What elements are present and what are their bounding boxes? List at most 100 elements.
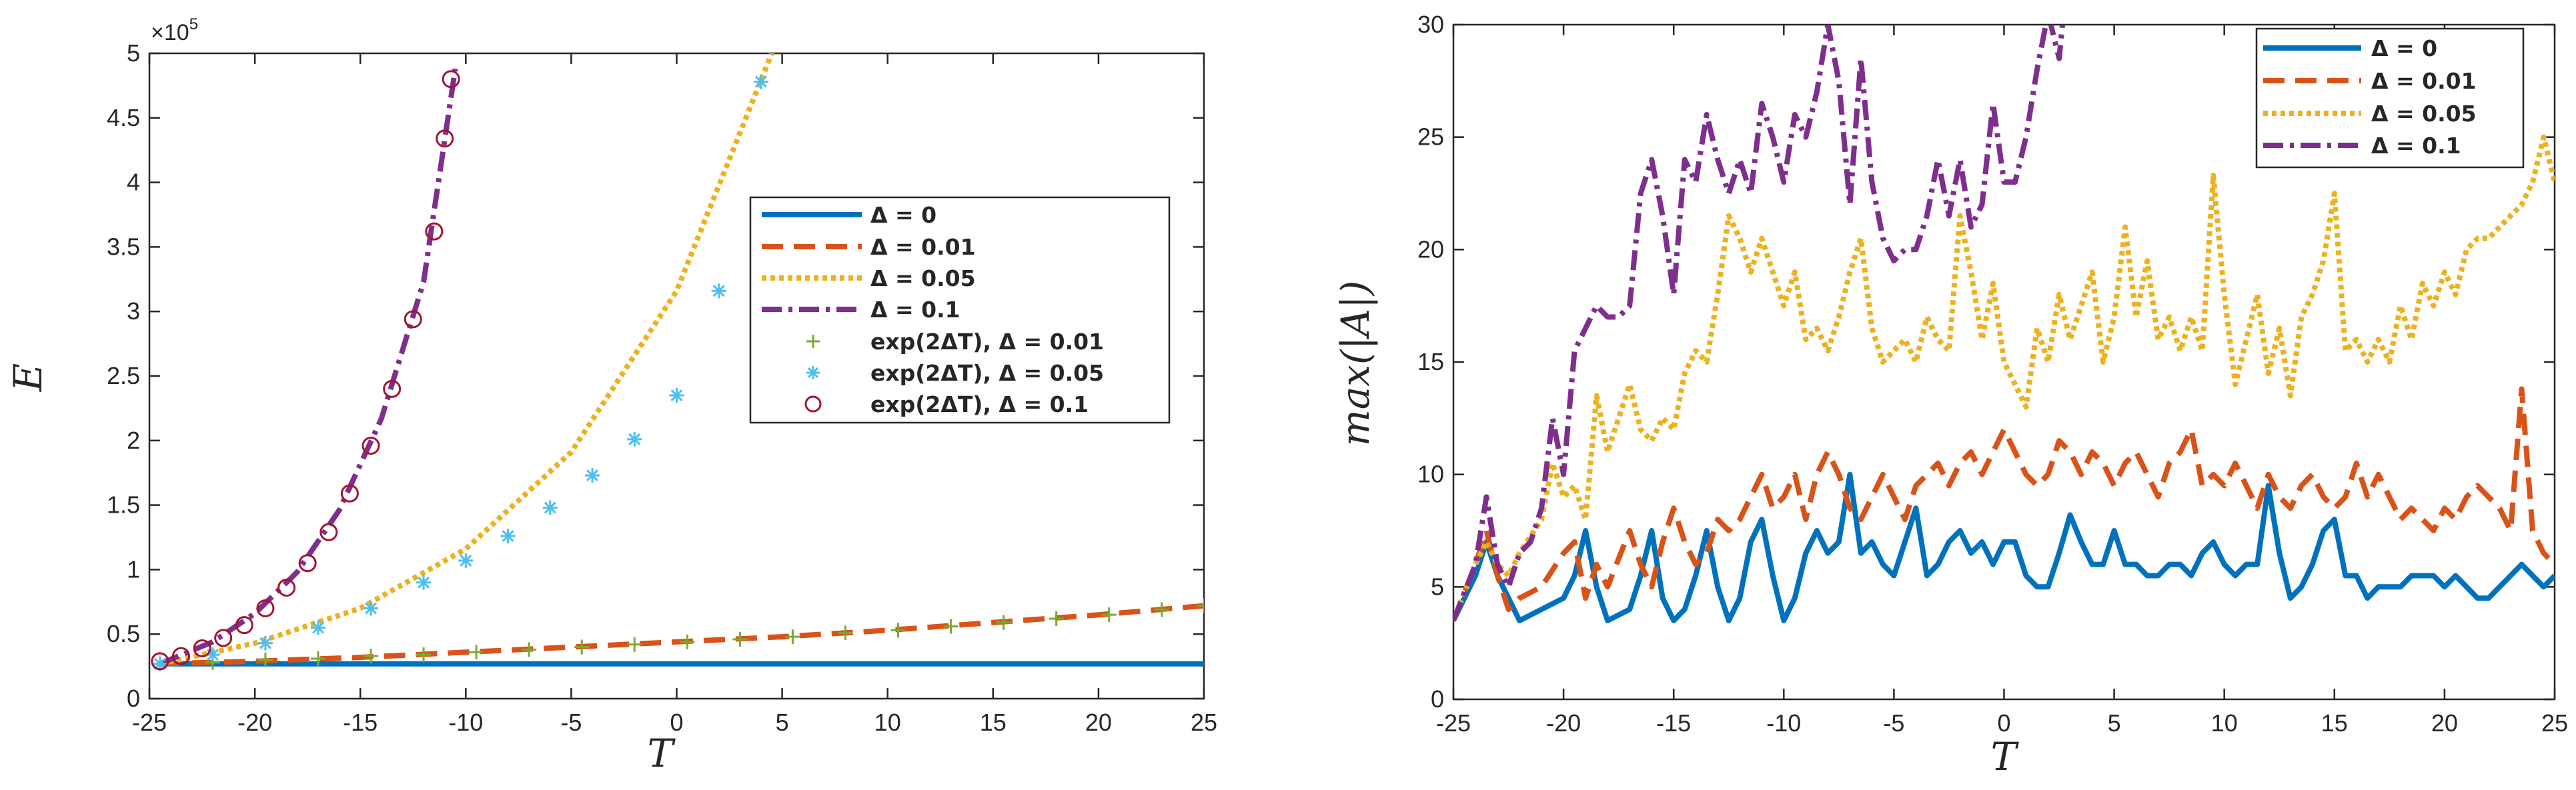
data-point — [753, 74, 768, 89]
data-point — [732, 631, 748, 647]
r-x-tick-label: 10 — [2211, 709, 2238, 737]
data-point — [277, 579, 296, 597]
data-point — [256, 599, 275, 617]
data-point — [416, 575, 432, 590]
l-y-tick-label: 2.5 — [107, 362, 140, 389]
data-point — [627, 637, 642, 652]
r-y-tick-label: 5 — [1431, 573, 1444, 600]
legend-label-delta-0-1: Δ = 0.1 — [870, 297, 960, 323]
r-y-tick-label: 20 — [1417, 235, 1444, 263]
data-point — [585, 468, 600, 483]
series-line-0 — [1453, 471, 2555, 623]
series-line-0-05 — [1453, 134, 2555, 622]
l-y-tick-label: 1 — [127, 555, 140, 583]
data-point — [680, 634, 695, 649]
left-y-ticks: 0 0.5 1 1.5 2 2.5 3 3.5 4 4.5 5 — [107, 39, 1204, 712]
l-y-tick-label: 0.5 — [107, 620, 140, 647]
left-chart: -25 -20 -15 -10 -5 0 5 10 15 20 25 0 0.5 1 1.5 2 2.5 3 3.… — [5, 15, 1217, 776]
right-legend-label-delta-0-01: Δ = 0.01 — [2371, 68, 2477, 94]
left-legend-box — [749, 196, 1171, 424]
legend-marker-circle — [804, 395, 822, 413]
l-y-tick-label: 1.5 — [107, 491, 140, 519]
data-point — [442, 70, 460, 89]
legend-marker-asterisk — [806, 366, 820, 379]
right-legend-label-delta-0-1: Δ = 0.1 — [2371, 133, 2461, 159]
l-y-tick-label: 3 — [127, 297, 140, 325]
right-legend: Δ = 0 Δ = 0.01 Δ = 0.05 Δ = 0.1 — [2255, 27, 2525, 169]
data-point — [542, 500, 558, 515]
data-point — [1101, 607, 1117, 623]
r-x-tick-label: -15 — [1656, 709, 1691, 737]
data-point — [383, 379, 402, 398]
data-point — [500, 529, 516, 544]
r-x-tick-label: 5 — [2108, 709, 2121, 737]
r-y-tick-label: 0 — [1431, 685, 1444, 713]
data-point — [890, 623, 906, 638]
data-point — [151, 652, 169, 671]
data-point — [416, 647, 432, 663]
data-point — [574, 639, 590, 655]
series-line-0-1 — [159, 68, 458, 667]
left-series-group — [151, 53, 1204, 671]
l-x-tick-label: -20 — [237, 709, 272, 736]
data-point — [627, 431, 642, 447]
data-point — [362, 437, 380, 455]
r-x-tick-label: 25 — [2541, 709, 2568, 737]
left-x-axis-label: T — [648, 731, 676, 776]
right-legend-label-delta-0: Δ = 0 — [2371, 35, 2437, 61]
l-x-tick-label: 20 — [1085, 709, 1112, 736]
right-y-ticks: 0 5 10 15 20 25 30 — [1417, 11, 2555, 713]
data-point — [310, 620, 326, 635]
left-y-exponent: ×105 — [151, 15, 198, 45]
l-x-tick-label: 10 — [874, 709, 901, 736]
legend-label-exp-0-1: exp(2ΔT), Δ = 0.1 — [870, 391, 1089, 417]
data-point — [205, 647, 220, 663]
series-line-0-05 — [159, 53, 775, 667]
data-point — [257, 635, 273, 651]
l-y-tick-label: 3.5 — [107, 233, 140, 260]
data-point — [943, 619, 958, 634]
data-point — [310, 651, 326, 666]
data-point — [1154, 602, 1169, 617]
r-y-tick-label: 15 — [1417, 348, 1444, 375]
data-point — [425, 222, 444, 241]
l-x-tick-label: -10 — [448, 709, 483, 736]
data-point — [436, 129, 454, 148]
l-y-tick-label: 4 — [127, 169, 140, 196]
r-y-tick-label: 10 — [1417, 461, 1444, 488]
data-point — [364, 601, 379, 616]
left-x-ticks: -25 -20 -15 -10 -5 0 5 10 15 20 25 — [132, 53, 1217, 736]
data-point — [404, 310, 422, 329]
data-point — [298, 554, 317, 573]
data-point — [996, 615, 1011, 630]
legend-label-delta-0-05: Δ = 0.05 — [870, 265, 976, 291]
data-point — [340, 484, 359, 503]
r-x-tick-label: 20 — [2431, 709, 2458, 737]
series-line-0-01 — [1453, 386, 2555, 622]
left-y-axis-label: E — [5, 363, 51, 392]
data-point — [319, 523, 338, 541]
r-x-tick-label: -5 — [1883, 709, 1904, 737]
r-y-tick-label: 30 — [1417, 11, 1444, 38]
data-point — [1197, 598, 1204, 613]
r-y-tick-label: 25 — [1417, 123, 1444, 151]
l-x-tick-label: -5 — [560, 709, 582, 736]
data-point — [669, 388, 684, 403]
series-line-0-1 — [1453, 25, 2066, 622]
data-point — [152, 656, 167, 671]
r-x-tick-label: 0 — [1997, 709, 2010, 737]
r-x-tick-label: 15 — [2321, 709, 2348, 737]
legend-label-delta-0-01: Δ = 0.01 — [870, 234, 976, 260]
l-x-tick-label: 0 — [670, 709, 683, 736]
l-y-tick-label: 4.5 — [107, 104, 140, 131]
l-y-tick-label: 0 — [127, 685, 140, 712]
data-point — [785, 629, 800, 645]
l-x-tick-label: 5 — [776, 709, 789, 736]
data-point — [522, 642, 537, 657]
data-point — [458, 553, 474, 568]
right-legend-label-delta-0-05: Δ = 0.05 — [2371, 101, 2477, 127]
data-point — [711, 283, 726, 299]
r-x-tick-label: -25 — [1436, 709, 1471, 737]
data-point — [469, 645, 484, 660]
